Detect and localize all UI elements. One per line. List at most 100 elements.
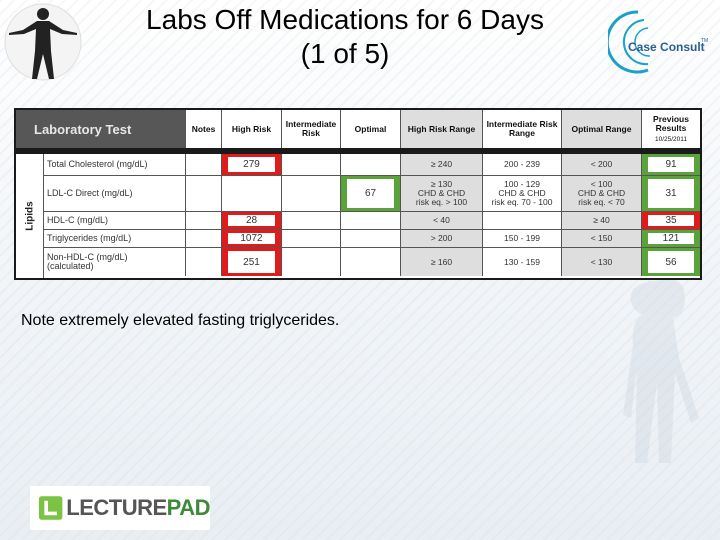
intermediate-risk-range-text: 200 - 239 — [504, 159, 540, 169]
cell-intermediate-risk-range: 130 - 159 — [483, 248, 562, 276]
cell-high-risk: 28 — [222, 212, 282, 229]
cell-intermediate-risk — [282, 248, 341, 276]
table-row: Non-HDL-C (mg/dL) (calculated) 251 ≥ 160 13… — [44, 248, 700, 276]
high-risk-range-text: > 200 — [430, 233, 453, 243]
lecturepad-logo: LECTUREPAD — [30, 486, 211, 530]
cell-previous-result: 91 — [642, 154, 700, 175]
cell-previous-result: 35 — [642, 212, 700, 229]
previous-value: 56 — [648, 251, 694, 273]
cell-previous-result: 56 — [642, 248, 700, 276]
high-risk-value-box: 279 — [222, 154, 281, 175]
table-row: HDL-C (mg/dL) 28 < 40 ≥ 40 35 — [44, 212, 700, 230]
cell-test: HDL-C (mg/dL) — [44, 212, 186, 229]
cell-test: LDL-C Direct (mg/dL) — [44, 176, 186, 211]
intermediate-risk-range-text: 130 - 159 — [504, 256, 540, 267]
case-consult-logo-icon — [608, 10, 651, 74]
cell-intermediate-risk — [282, 212, 341, 229]
slide-note: Note extremely elevated fasting triglyce… — [21, 312, 340, 329]
cell-optimal — [341, 248, 401, 276]
previous-value-box: 56 — [642, 248, 700, 276]
high-risk-value: 28 — [228, 215, 275, 226]
cell-notes — [186, 230, 222, 247]
watermark-figure — [623, 280, 699, 463]
cell-intermediate-risk-range: 150 - 199 — [483, 230, 562, 247]
cell-test: Non-HDL-C (mg/dL) (calculated) — [44, 248, 186, 276]
cell-high-risk — [222, 176, 282, 211]
high-risk-range-text: ≥ 130 CHD & CHD risk eq. > 100 — [415, 179, 468, 207]
cell-intermediate-risk — [282, 154, 341, 175]
intermediate-risk-range-text: 100 - 129 CHD & CHD risk eq. 70 - 100 — [491, 179, 553, 207]
test-name: HDL-C (mg/dL) — [47, 215, 109, 225]
cell-high-risk-range: < 40 — [401, 212, 483, 229]
high-risk-value-box: 251 — [222, 248, 281, 276]
cell-notes — [186, 154, 222, 175]
cell-test: Total Cholesterol (mg/dL) — [44, 154, 186, 175]
cell-optimal-range: < 100 CHD & CHD risk eq. < 70 — [562, 176, 642, 211]
header-previous-label: Previous Results — [653, 113, 689, 133]
cell-optimal — [341, 230, 401, 247]
test-name: LDL-C Direct (mg/dL) — [47, 188, 133, 198]
group-cell-lipids: Lipids — [16, 154, 44, 278]
header-optimal-range: Optimal Range — [562, 110, 642, 148]
lecturepad-mark-icon — [38, 496, 63, 520]
high-risk-value-box: 28 — [222, 212, 281, 229]
test-name: Non-HDL-C (mg/dL) (calculated) — [47, 252, 128, 271]
previous-value-box: 31 — [642, 176, 700, 211]
cell-optimal — [341, 154, 401, 175]
header-high-risk-range: High Risk Range — [401, 110, 483, 148]
high-risk-value-box: 1072 — [222, 230, 281, 247]
slide-title: Labs Off Medications for 6 Days (1 of 5) — [95, 3, 595, 71]
cell-optimal — [341, 212, 401, 229]
header-notes: Notes — [186, 110, 222, 148]
brand-trademark: TM — [701, 38, 709, 44]
high-risk-value: 279 — [228, 157, 275, 172]
cell-optimal-range: ≥ 40 — [562, 212, 642, 229]
previous-value-box: 91 — [642, 154, 700, 175]
header-previous-date: 10/25/2011 — [654, 135, 688, 143]
high-risk-range-text: ≥ 240 — [430, 159, 453, 169]
optimal-range-text: < 150 — [590, 233, 613, 243]
previous-value-box: 121 — [642, 230, 700, 247]
lecturepad-wordmark: LECTUREPAD — [66, 495, 210, 521]
cell-high-risk: 1072 — [222, 230, 282, 247]
table-rows: Total Cholesterol (mg/dL) 279 ≥ 240 200 - 2… — [44, 154, 700, 278]
cell-previous-result: 121 — [642, 230, 700, 247]
high-risk-value: 1072 — [228, 233, 275, 244]
previous-value: 91 — [648, 157, 694, 172]
high-risk-value: 251 — [228, 251, 275, 273]
test-name: Total Cholesterol (mg/dL) — [47, 159, 148, 169]
cell-high-risk: 251 — [222, 248, 282, 276]
cell-notes — [186, 248, 222, 276]
header-intermediate-risk-range: Intermediate Risk Range — [483, 110, 562, 148]
table-row: Total Cholesterol (mg/dL) 279 ≥ 240 200 - 2… — [44, 154, 700, 176]
cell-optimal: 67 — [341, 176, 401, 211]
previous-value: 121 — [648, 233, 694, 244]
high-risk-range-text: < 40 — [433, 215, 450, 225]
cell-intermediate-risk — [282, 176, 341, 211]
cell-optimal-range: < 130 — [562, 248, 642, 276]
intermediate-risk-range-text: 150 - 199 — [504, 233, 540, 243]
cell-optimal-range: < 150 — [562, 230, 642, 247]
cell-notes — [186, 212, 222, 229]
previous-value: 35 — [648, 215, 694, 226]
cell-high-risk-range: ≥ 130 CHD & CHD risk eq. > 100 — [401, 176, 483, 211]
cell-intermediate-risk-range: 200 - 239 — [483, 154, 562, 175]
slide-title-line1: Labs Off Medications for 6 Days — [146, 4, 544, 35]
cell-high-risk-range: ≥ 240 — [401, 154, 483, 175]
table-row: Triglycerides (mg/dL) 1072 > 200 150 - 199 <… — [44, 230, 700, 248]
header-high-risk: High Risk — [222, 110, 282, 148]
cell-optimal-range: < 200 — [562, 154, 642, 175]
cell-high-risk-range: > 200 — [401, 230, 483, 247]
header-previous-results: Previous Results 10/25/2011 — [642, 110, 700, 148]
table-row: LDL-C Direct (mg/dL) 67 ≥ 130 CHD & CHD ri… — [44, 176, 700, 212]
high-risk-range-text: ≥ 160 — [430, 256, 453, 267]
optimal-value: 67 — [347, 179, 394, 208]
cell-high-risk-range: ≥ 160 — [401, 248, 483, 276]
header-intermediate-risk: Intermediate Risk — [282, 110, 341, 148]
cell-test: Triglycerides (mg/dL) — [44, 230, 186, 247]
lab-results-table: Laboratory Test Notes High Risk Intermed… — [14, 108, 702, 280]
optimal-range-text: < 130 — [590, 256, 613, 267]
optimal-range-text: < 100 CHD & CHD risk eq. < 70 — [577, 179, 626, 207]
anatomy-figure-icon — [4, 3, 82, 81]
previous-value: 31 — [648, 179, 694, 208]
